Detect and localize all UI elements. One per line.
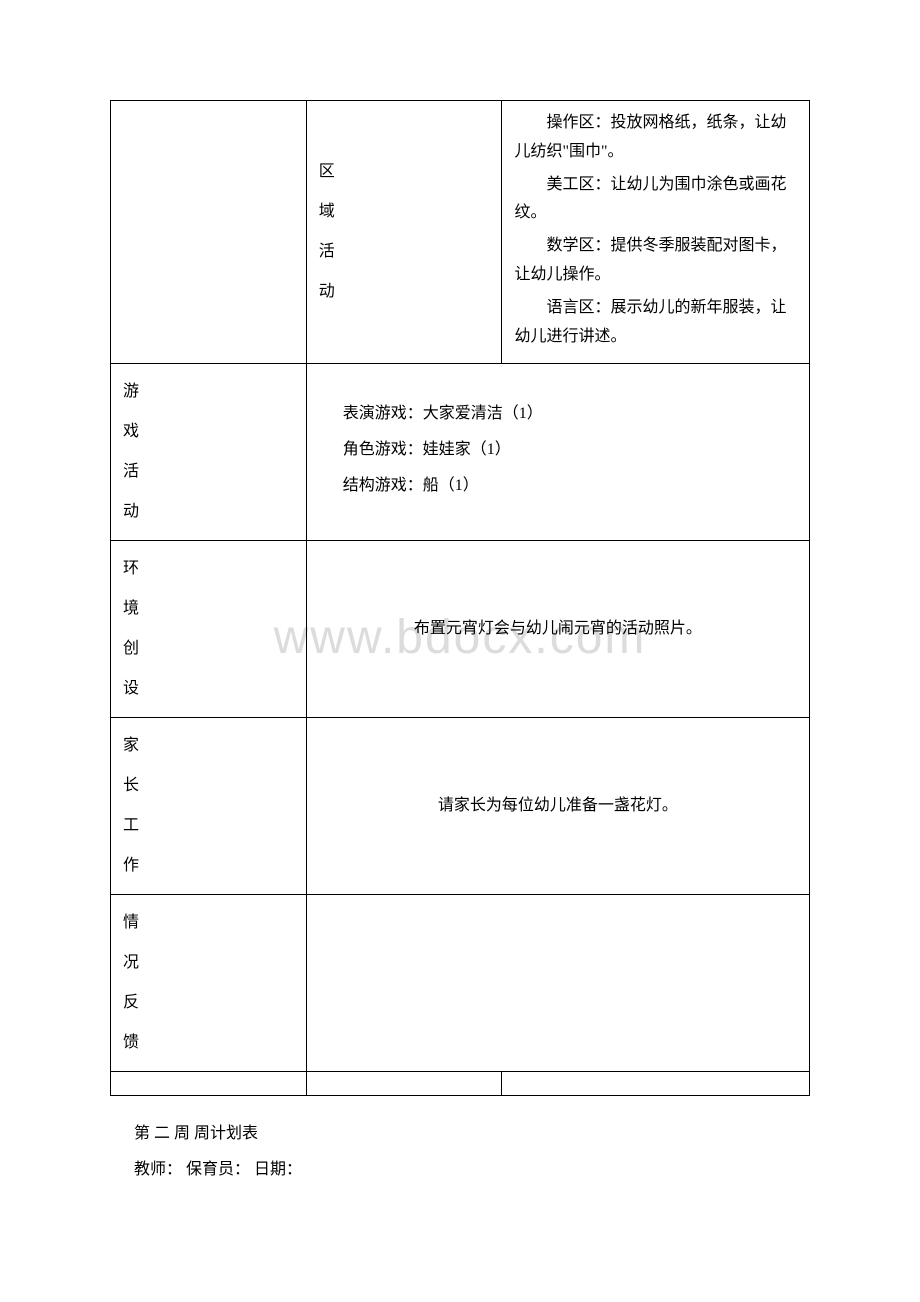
cell-empty <box>111 101 307 364</box>
vert-char: 长 <box>123 766 139 806</box>
table-row-parent: 家 长 工 作 请家长为每位幼儿准备一盏花灯。 <box>111 718 810 895</box>
table-row-game: 游 戏 活 动 表演游戏：大家爱清洁（1） 角色游戏：娃娃家（1） 结构游戏：船… <box>111 364 810 541</box>
game-item: 角色游戏：娃娃家（1） <box>343 434 797 466</box>
vert-char: 况 <box>123 943 139 983</box>
region-item: 语言区：展示幼儿的新年服装，让幼儿进行讲述。 <box>514 294 797 352</box>
cell-empty <box>306 1072 502 1096</box>
cell-empty <box>111 1072 307 1096</box>
footer-section: 第 二 周 周计划表 教师： 保育员： 日期： <box>110 1096 810 1186</box>
vert-char: 动 <box>319 272 335 312</box>
table-row-region: 区 域 活 动 操作区：投放网格纸，纸条，让幼儿纺织"围巾"。 美工区：让幼儿为… <box>111 101 810 364</box>
plan-table: 区 域 活 动 操作区：投放网格纸，纸条，让幼儿纺织"围巾"。 美工区：让幼儿为… <box>110 100 810 1096</box>
vert-char: 域 <box>319 192 335 232</box>
cell-game-content: 表演游戏：大家爱清洁（1） 角色游戏：娃娃家（1） 结构游戏：船（1） <box>306 364 809 541</box>
vert-char: 环 <box>123 549 139 589</box>
cell-parent-label: 家 长 工 作 <box>111 718 307 895</box>
vert-char: 境 <box>123 589 139 629</box>
table-row-feedback: 情 况 反 馈 <box>111 895 810 1072</box>
vert-char: 区 <box>319 152 335 192</box>
table-row-environment: 环 境 创 设 布置元宵灯会与幼儿闹元宵的活动照片。 <box>111 541 810 718</box>
footer-line-1: 第 二 周 周计划表 <box>134 1116 786 1151</box>
vert-char: 活 <box>123 452 139 492</box>
game-item: 结构游戏：船（1） <box>343 470 797 502</box>
vert-char: 活 <box>319 232 335 272</box>
vert-char: 创 <box>123 629 139 669</box>
vert-char: 情 <box>123 903 139 943</box>
vert-char: 反 <box>123 983 139 1023</box>
vert-char: 馈 <box>123 1023 139 1063</box>
region-item: 美工区：让幼儿为围巾涂色或画花纹。 <box>514 171 797 229</box>
cell-parent-content: 请家长为每位幼儿准备一盏花灯。 <box>306 718 809 895</box>
game-item: 表演游戏：大家爱清洁（1） <box>343 398 797 430</box>
cell-region-label: 区 域 活 动 <box>306 101 502 364</box>
region-item: 操作区：投放网格纸，纸条，让幼儿纺织"围巾"。 <box>514 109 797 167</box>
cell-empty <box>502 1072 810 1096</box>
cell-env-label: 环 境 创 设 <box>111 541 307 718</box>
table-row-empty <box>111 1072 810 1096</box>
region-item: 数学区：提供冬季服装配对图卡，让幼儿操作。 <box>514 232 797 290</box>
vert-char: 游 <box>123 372 139 412</box>
cell-feedback-label: 情 况 反 馈 <box>111 895 307 1072</box>
vert-char: 家 <box>123 726 139 766</box>
cell-game-label: 游 戏 活 动 <box>111 364 307 541</box>
vert-char: 作 <box>123 846 139 886</box>
footer-line-2: 教师： 保育员： 日期： <box>134 1152 786 1187</box>
cell-feedback-content <box>306 895 809 1072</box>
cell-env-content: 布置元宵灯会与幼儿闹元宵的活动照片。 <box>306 541 809 718</box>
vert-char: 设 <box>123 669 139 709</box>
vert-char: 工 <box>123 806 139 846</box>
cell-region-content: 操作区：投放网格纸，纸条，让幼儿纺织"围巾"。 美工区：让幼儿为围巾涂色或画花纹… <box>502 101 810 364</box>
vert-char: 戏 <box>123 412 139 452</box>
vert-char: 动 <box>123 492 139 532</box>
